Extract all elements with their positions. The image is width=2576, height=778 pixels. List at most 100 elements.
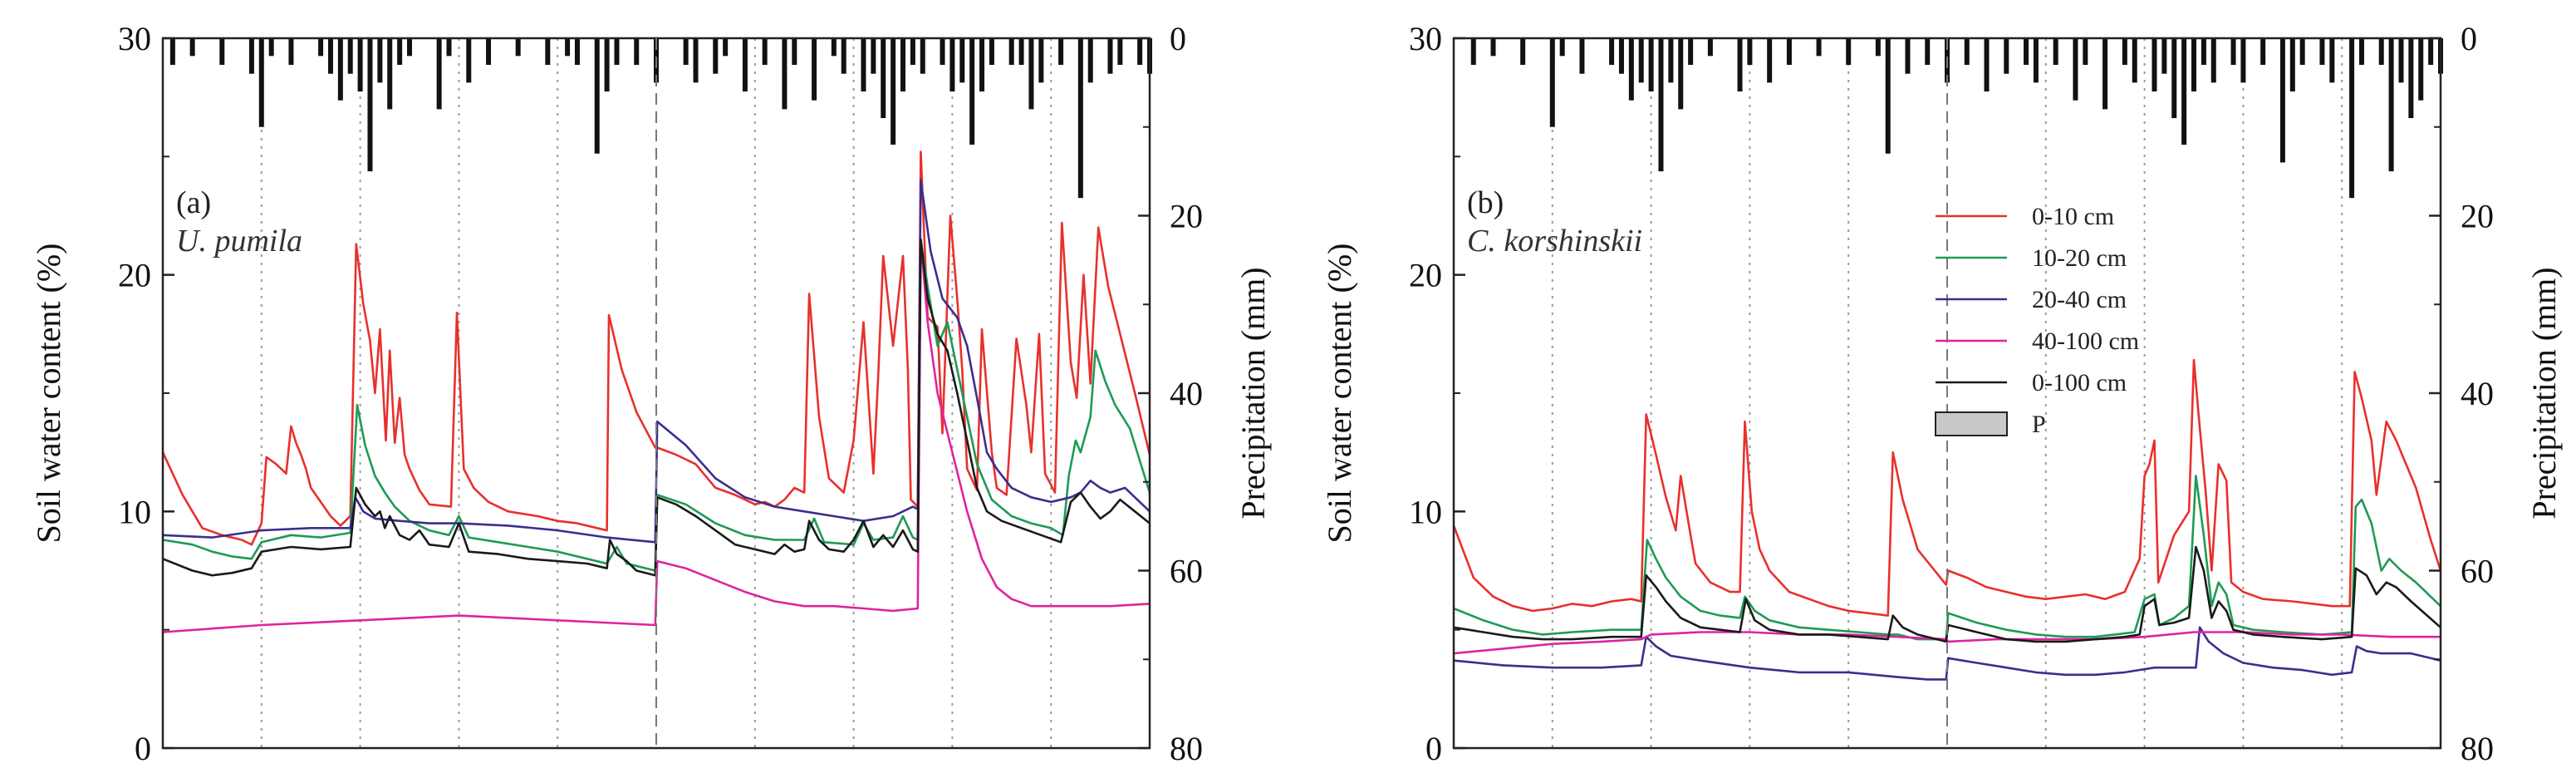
panel-b-precip-bar-21 (1846, 38, 1852, 66)
panel-a-left-tick-30: 30 (118, 20, 151, 57)
panel-b-precip-bar-54 (2358, 38, 2364, 66)
panel-a-precip-bar-5 (268, 38, 274, 57)
panel-a-species: U. pumila (176, 224, 302, 259)
panel-a-right-tick-0: 0 (1170, 20, 1186, 57)
panel-b-right-tick-20: 20 (2461, 198, 2494, 235)
panel-b-precip-bar-13 (1678, 38, 1684, 110)
panel-a-precip-bar-17 (436, 38, 442, 110)
panel-a: 0 10 20 30 0 20 40 60 80 Soil water cont… (30, 20, 1272, 767)
panel-b-species: C. korshinskii (1467, 224, 1642, 259)
panel-a-precip-bar-21 (515, 38, 521, 57)
panel-a-precip-bar-7 (318, 38, 324, 57)
panel-a-precip-bar-16 (407, 38, 412, 57)
panel-a-precip-bar-4 (258, 38, 264, 127)
panel-b-precip-bar-31 (2033, 38, 2039, 83)
panel-a-precip-bar-44 (891, 38, 896, 145)
panel-b-precip-bar-59 (2418, 38, 2424, 101)
panel-b-precip-bar-36 (2122, 38, 2127, 66)
panel-a-gridlines (260, 38, 1052, 748)
panel-a-precip-bar-26 (604, 38, 610, 92)
panel-a-precip-bar-39 (831, 38, 837, 57)
panel-a-precip-bar-33 (723, 38, 729, 57)
panel-a-right-tick-20: 20 (1170, 198, 1203, 235)
legend-swatch-precip (1935, 411, 2008, 436)
panel-b-precip-bar-47 (2260, 38, 2266, 66)
panel-b-left-tick-30: 30 (1409, 20, 1442, 57)
panel-a-label: (a) (176, 185, 211, 220)
panel-b-left-ticks (1454, 37, 1465, 750)
panel-b-precip-bar-46 (2240, 38, 2246, 83)
panel-a-precip-bar-24 (574, 38, 580, 66)
panel-b-precip-bar-14 (1688, 38, 1694, 66)
panel-b-left-tick-10: 10 (1409, 493, 1442, 530)
panel-a-series-40-100cm (162, 238, 1151, 633)
panel-b-precip-bar-42 (2191, 38, 2196, 92)
panel-b-precip-bar-58 (2408, 38, 2414, 119)
panel-a-precip-bar-50 (959, 38, 965, 83)
panel-a-y2label: Precipitation (mm) (1234, 267, 1272, 519)
panel-b-precip-bar-30 (2024, 38, 2029, 66)
panel-b-precip-bar-45 (2230, 38, 2236, 66)
panel-b-precip-bar-20 (1816, 38, 1822, 57)
panel-a-precip-bar-53 (989, 38, 994, 66)
panel-a-precip-bar-36 (782, 38, 788, 110)
panel-a-precip-bar-0 (169, 38, 175, 66)
panel-a-precip-bar-51 (969, 38, 975, 145)
panel-a-precip-bar-42 (871, 38, 876, 74)
panel-b-left-tick-20: 20 (1409, 257, 1442, 294)
legend-label-0-100: 0-100 cm (2032, 369, 2127, 396)
panel-b-right-tick-0: 0 (2461, 20, 2477, 57)
panel-b-precip-bar-60 (2428, 38, 2434, 66)
panel-a-precip-bar-22 (545, 38, 551, 66)
panel-a-precip-bar-45 (900, 38, 905, 92)
panel-a-precip-bar-54 (1008, 38, 1014, 66)
panel-a-precip-bar-30 (683, 38, 689, 66)
panel-b-precip-bar-53 (2349, 38, 2355, 199)
panel-b-series-0-10cm (1452, 358, 2442, 617)
panel-a-precip-bar-23 (565, 38, 571, 57)
panel-a-precip-bar-12 (367, 38, 373, 172)
panel-a-precip-bar-20 (486, 38, 492, 66)
panel-b-precip-bar-2 (1520, 38, 1526, 66)
panel-a-right-ticks (1138, 37, 1150, 750)
panel-b-precip-bar-50 (2299, 38, 2305, 66)
panel-a-right-tick-80: 80 (1170, 730, 1203, 767)
panel-b-right-ticks (2429, 37, 2441, 750)
panel-b-precip-bar-17 (1747, 38, 1753, 66)
panel-a-precip-bar-27 (614, 38, 620, 66)
panel-a-precip-bar-6 (288, 38, 294, 66)
panel-b-ylabel: Soil water content (%) (1321, 244, 1358, 544)
panel-b-precip-bar-38 (2152, 38, 2157, 92)
panel-b-precip-bar-5 (1579, 38, 1585, 74)
panel-b-precip-bar-3 (1549, 38, 1555, 127)
panel-b-precip-bar-12 (1668, 38, 1674, 83)
panel-b-precip-bar-41 (2181, 38, 2187, 145)
panel-b-precip-bar-23 (1885, 38, 1891, 154)
panel-a-precip-bar-18 (446, 38, 452, 57)
panel-b-precip-bar-52 (2329, 38, 2335, 83)
panel-a-precip-bar-47 (920, 38, 925, 74)
panel-a-precip-bar-49 (949, 38, 955, 92)
legend-label-0-10: 0-10 cm (2032, 203, 2114, 230)
panel-a-series-0-100cm (162, 238, 1151, 577)
panel-b-precip-bar-11 (1658, 38, 1664, 172)
panel-b-precip-bars (1470, 38, 2443, 199)
panel-a-precip-bar-3 (248, 38, 254, 74)
panel-b-precip-bar-35 (2103, 38, 2108, 110)
panel-b-right-tick-80: 80 (2461, 730, 2494, 767)
panel-a-precip-bar-34 (742, 38, 748, 92)
panel-a-precip-bar-19 (466, 38, 472, 83)
panel-a-left-tick-10: 10 (118, 493, 151, 530)
panel-b-precip-bar-27 (1964, 38, 1970, 66)
panel-a-precip-bar-57 (1038, 38, 1044, 83)
panel-a-right-tick-60: 60 (1170, 553, 1203, 590)
panel-a-precip-bar-61 (1107, 38, 1113, 74)
panel-a-precip-bar-48 (940, 38, 945, 66)
panel-a-left-tick-20: 20 (118, 257, 151, 294)
panel-a-precip-bar-1 (189, 38, 195, 57)
panel-b-label: (b) (1467, 185, 1504, 220)
panel-b-precip-bar-55 (2378, 38, 2384, 66)
panel-a-ylabel: Soil water content (%) (30, 244, 67, 544)
legend-label-10-20: 10-20 cm (2032, 244, 2127, 272)
